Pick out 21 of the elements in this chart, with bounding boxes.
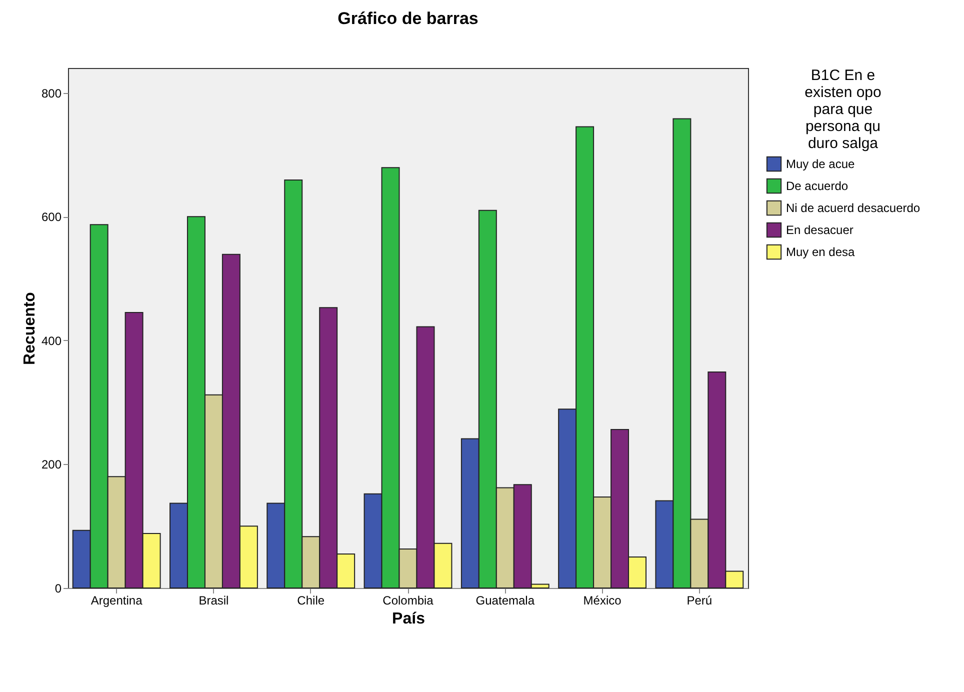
x-tick-label: Brasil — [198, 594, 229, 608]
legend-label: Ni de acuerd desacuerdo — [786, 201, 920, 215]
y-tick-label: 400 — [41, 334, 62, 348]
chart-title: Gráfico de barras — [338, 9, 478, 28]
legend-label: Muy en desa — [786, 245, 856, 259]
x-tick-label: Perú — [686, 594, 712, 608]
y-tick-label: 200 — [41, 458, 62, 472]
x-tick-label: Argentina — [90, 594, 143, 608]
y-tick-label: 800 — [41, 86, 62, 100]
x-axis-title: País — [392, 610, 426, 628]
y-axis-title: Recuento — [21, 292, 38, 365]
legend-title: B1C En e existen opo para que persona qu duro salga — [804, 67, 882, 152]
legend-label: En desacuer — [786, 223, 854, 237]
y-tick-label: 0 — [54, 582, 62, 596]
legend-label: Muy de acue — [786, 157, 856, 171]
y-tick-label: 600 — [41, 210, 62, 224]
x-tick-label: Colombia — [382, 594, 434, 608]
legend-label: De acuerdo — [786, 179, 848, 193]
x-tick-label: Guatemala — [476, 594, 535, 608]
x-tick-label: Chile — [297, 594, 325, 608]
x-tick-label: México — [583, 594, 622, 608]
